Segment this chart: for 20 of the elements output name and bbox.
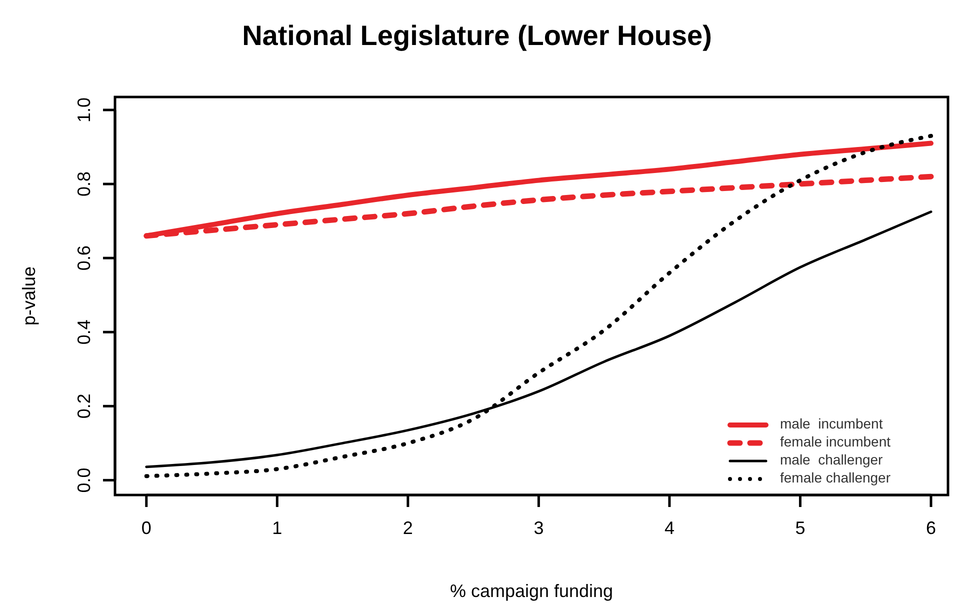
y-tick-label: 0.4 — [74, 320, 94, 345]
x-tick-label: 6 — [926, 518, 936, 538]
x-tick-label: 0 — [141, 518, 152, 538]
legend-label: male challenger — [780, 452, 884, 468]
chart-title: National Legislature (Lower House) — [242, 20, 712, 51]
x-tick-label: 5 — [795, 518, 806, 538]
y-tick-label: 0.2 — [74, 394, 94, 419]
x-axis-title: % campaign funding — [450, 581, 614, 601]
x-tick-label: 3 — [534, 518, 544, 538]
legend-label: female incumbent — [780, 434, 891, 450]
legend-label: male incumbent — [780, 416, 883, 432]
y-tick-label: 0.6 — [74, 246, 94, 271]
legend-label: female challenger — [780, 470, 891, 486]
y-axis-title: p-value — [19, 266, 39, 326]
y-tick-label: 0.0 — [74, 468, 94, 493]
y-tick-label: 1.0 — [74, 97, 94, 122]
x-tick-label: 4 — [664, 518, 674, 538]
x-tick-label: 1 — [272, 518, 282, 538]
x-tick-label: 2 — [402, 518, 413, 538]
y-tick-label: 0.8 — [74, 171, 94, 197]
